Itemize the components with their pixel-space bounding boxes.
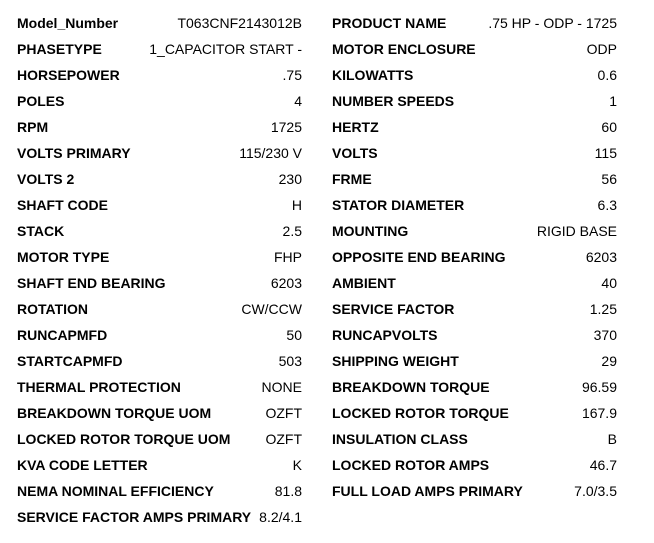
spec-value: 230: [278, 171, 302, 187]
spec-value: 167.9: [581, 405, 617, 421]
spec-value: CW/CCW: [241, 301, 302, 317]
spec-value: 503: [278, 353, 302, 369]
spec-label: VOLTS 2: [17, 171, 75, 187]
spec-label: VOLTS PRIMARY: [17, 145, 131, 161]
spec-value: 1_CAPACITOR START -: [149, 41, 302, 57]
spec-label: BREAKDOWN TORQUE: [332, 379, 490, 395]
spec-label: VOLTS: [332, 145, 378, 161]
spec-value: H: [291, 197, 302, 213]
spec-label: LOCKED ROTOR TORQUE UOM: [17, 431, 231, 447]
spec-value: 50: [286, 327, 302, 343]
spec-label: KILOWATTS: [332, 67, 414, 83]
spec-value: 4: [294, 93, 302, 109]
spec-row: MOTOR TYPE FHP OPPOSITE END BEARING 6203: [0, 244, 654, 270]
spec-value: 40: [601, 275, 617, 291]
spec-label: MOTOR ENCLOSURE: [332, 41, 476, 57]
spec-value: 96.59: [581, 379, 617, 395]
spec-label: SERVICE FACTOR: [332, 301, 455, 317]
spec-row: NEMA NOMINAL EFFICIENCY 81.8 FULL LOAD AMP…: [0, 478, 654, 504]
spec-value: 29: [601, 353, 617, 369]
spec-value: K: [292, 457, 302, 473]
spec-row: SERVICE FACTOR AMPS PRIMARY 8.2/4.1: [0, 504, 654, 530]
spec-label: NEMA NOMINAL EFFICIENCY: [17, 483, 214, 499]
spec-value: 6.3: [597, 197, 617, 213]
spec-value: 56: [601, 171, 617, 187]
spec-row: SHAFT CODE H STATOR DIAMETER 6.3: [0, 192, 654, 218]
spec-label: NUMBER SPEEDS: [332, 93, 455, 109]
spec-value: 46.7: [589, 457, 617, 473]
spec-label: OPPOSITE END BEARING: [332, 249, 506, 265]
spec-label: POLES: [17, 93, 65, 109]
spec-label: RUNCAPMFD: [17, 327, 108, 343]
spec-row: SHAFT END BEARING 6203 AMBIENT 40: [0, 270, 654, 296]
spec-label: STARTCAPMFD: [17, 353, 123, 369]
spec-value: 115/230 V: [239, 145, 302, 161]
spec-row: RPM 1725 HERTZ 60: [0, 114, 654, 140]
spec-label: STACK: [17, 223, 65, 239]
spec-value: FHP: [274, 249, 302, 265]
spec-value: OZFT: [265, 431, 302, 447]
spec-value: 1725: [270, 119, 302, 135]
spec-value: 7.0/3.5: [574, 483, 617, 499]
spec-value: 115: [594, 145, 617, 161]
spec-value: T063CNF2143012B: [177, 15, 302, 31]
spec-row: RUNCAPMFD 50 RUNCAPVOLTS 370: [0, 322, 654, 348]
spec-label: PRODUCT NAME: [332, 15, 447, 31]
spec-value: B: [607, 431, 617, 447]
spec-row: THERMAL PROTECTION NONE BREAKDOWN TORQUE 96…: [0, 374, 654, 400]
spec-label: PHASETYPE: [17, 41, 102, 57]
spec-value: 81.8: [274, 483, 302, 499]
spec-label: BREAKDOWN TORQUE UOM: [17, 405, 212, 421]
spec-label: AMBIENT: [332, 275, 396, 291]
spec-label: Model_Number: [17, 15, 119, 31]
spec-label: INSULATION CLASS: [332, 431, 468, 447]
spec-label: MOTOR TYPE: [17, 249, 110, 265]
spec-label: SERVICE FACTOR AMPS PRIMARY: [17, 509, 252, 525]
spec-label: RPM: [17, 119, 49, 135]
spec-label: KVA CODE LETTER: [17, 457, 148, 473]
spec-label: SHIPPING WEIGHT: [332, 353, 459, 369]
spec-row: BREAKDOWN TORQUE UOM OZFT LOCKED ROTOR TOR…: [0, 400, 654, 426]
spec-value: ODP: [586, 41, 617, 57]
spec-value: 8.2/4.1: [259, 509, 302, 525]
spec-label: SHAFT CODE: [17, 197, 108, 213]
spec-label: SHAFT END BEARING: [17, 275, 166, 291]
spec-row: LOCKED ROTOR TORQUE UOM OZFT INSULATION CL…: [0, 426, 654, 452]
spec-label: FRME: [332, 171, 372, 187]
spec-row: STACK 2.5 MOUNTING RIGID BASE: [0, 218, 654, 244]
spec-label: THERMAL PROTECTION: [17, 379, 181, 395]
spec-label: STATOR DIAMETER: [332, 197, 465, 213]
spec-row: STARTCAPMFD 503 SHIPPING WEIGHT 29: [0, 348, 654, 374]
spec-value: RIGID BASE: [536, 223, 617, 239]
spec-row: VOLTS 2 230 FRME 56: [0, 166, 654, 192]
spec-row: Model_Number T063CNF2143012B PRODUCT NAME.…: [0, 10, 654, 36]
spec-row: KVA CODE LETTER K LOCKED ROTOR AMPS 46.7: [0, 452, 654, 478]
spec-label: HERTZ: [332, 119, 379, 135]
spec-label: HORSEPOWER: [17, 67, 120, 83]
spec-value: OZFT: [265, 405, 302, 421]
spec-row: ROTATION CW/CCW SERVICE FACTOR 1.25: [0, 296, 654, 322]
spec-value: 1: [609, 93, 617, 109]
spec-label: RUNCAPVOLTS: [332, 327, 438, 343]
spec-value: 1.25: [589, 301, 617, 317]
spec-row: POLES 4 NUMBER SPEEDS 1: [0, 88, 654, 114]
spec-value: 6203: [270, 275, 302, 291]
spec-row: PHASETYPE 1_CAPACITOR START - MOTOR ENCLOS…: [0, 36, 654, 62]
spec-label: LOCKED ROTOR AMPS: [332, 457, 490, 473]
spec-label: ROTATION: [17, 301, 89, 317]
spec-value: 2.5: [282, 223, 302, 239]
spec-label: LOCKED ROTOR TORQUE: [332, 405, 509, 421]
spec-value: 0.6: [597, 67, 617, 83]
spec-label: MOUNTING: [332, 223, 409, 239]
spec-row: VOLTS PRIMARY 115/230 V VOLTS 115: [0, 140, 654, 166]
spec-row: HORSEPOWER .75 KILOWATTS 0.6: [0, 62, 654, 88]
spec-value: 6203: [585, 249, 617, 265]
spec-value: 60: [601, 119, 617, 135]
spec-value: NONE: [261, 379, 302, 395]
spec-value: .75: [282, 67, 302, 83]
spec-value: .75 HP - ODP - 1725: [488, 15, 617, 31]
spec-value: 370: [593, 327, 617, 343]
spec-label: FULL LOAD AMPS PRIMARY: [332, 483, 523, 499]
